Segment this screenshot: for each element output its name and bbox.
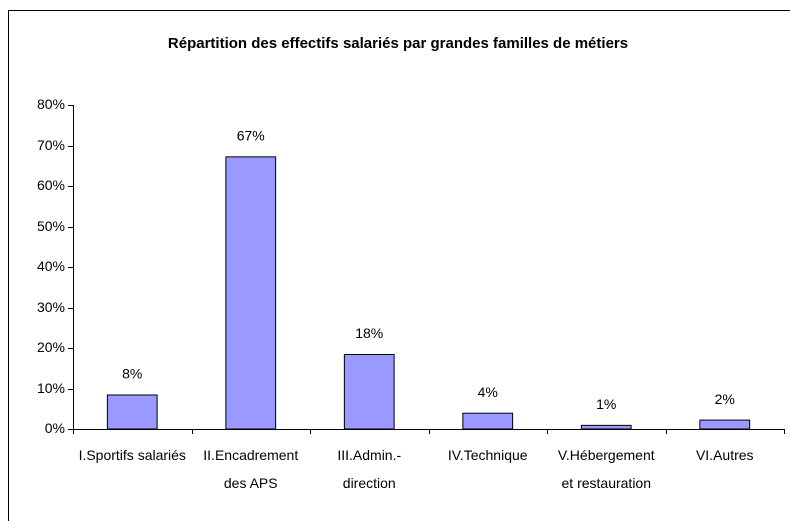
bar (462, 412, 514, 430)
x-tick-label: VI.Autres (695, 447, 754, 463)
y-tick-label: 70% (37, 137, 65, 153)
bar (225, 156, 277, 430)
chart-title: Répartition des effectifs salariés par g… (168, 35, 628, 52)
y-tick-label: 10% (37, 380, 65, 396)
x-tick-label: II.Encadrement des APS (203, 447, 299, 491)
y-tick-label: 20% (37, 339, 65, 355)
value-label: 8% (122, 366, 142, 382)
y-tick-label: 60% (37, 177, 65, 193)
chart-frame (8, 10, 790, 521)
x-tick-label: III.Admin.-direction (337, 447, 402, 491)
value-label: 18% (355, 325, 383, 341)
value-label: 67% (237, 128, 265, 144)
bar (580, 424, 632, 430)
value-label: 1% (596, 396, 616, 412)
x-tick-label: I.Sportifs salariés (78, 447, 186, 463)
value-label: 4% (478, 384, 498, 400)
bar (699, 419, 751, 430)
x-tick-label: V.Hébergement et restauration (557, 447, 655, 491)
bar (343, 353, 395, 430)
bar (106, 394, 158, 430)
y-tick-label: 80% (37, 96, 65, 112)
x-tick-label: IV.Technique (447, 447, 528, 463)
y-tick-label: 40% (37, 258, 65, 274)
y-tick-label: 30% (37, 299, 65, 315)
value-label: 2% (715, 391, 735, 407)
y-tick-label: 0% (45, 420, 65, 436)
y-tick-label: 50% (37, 218, 65, 234)
